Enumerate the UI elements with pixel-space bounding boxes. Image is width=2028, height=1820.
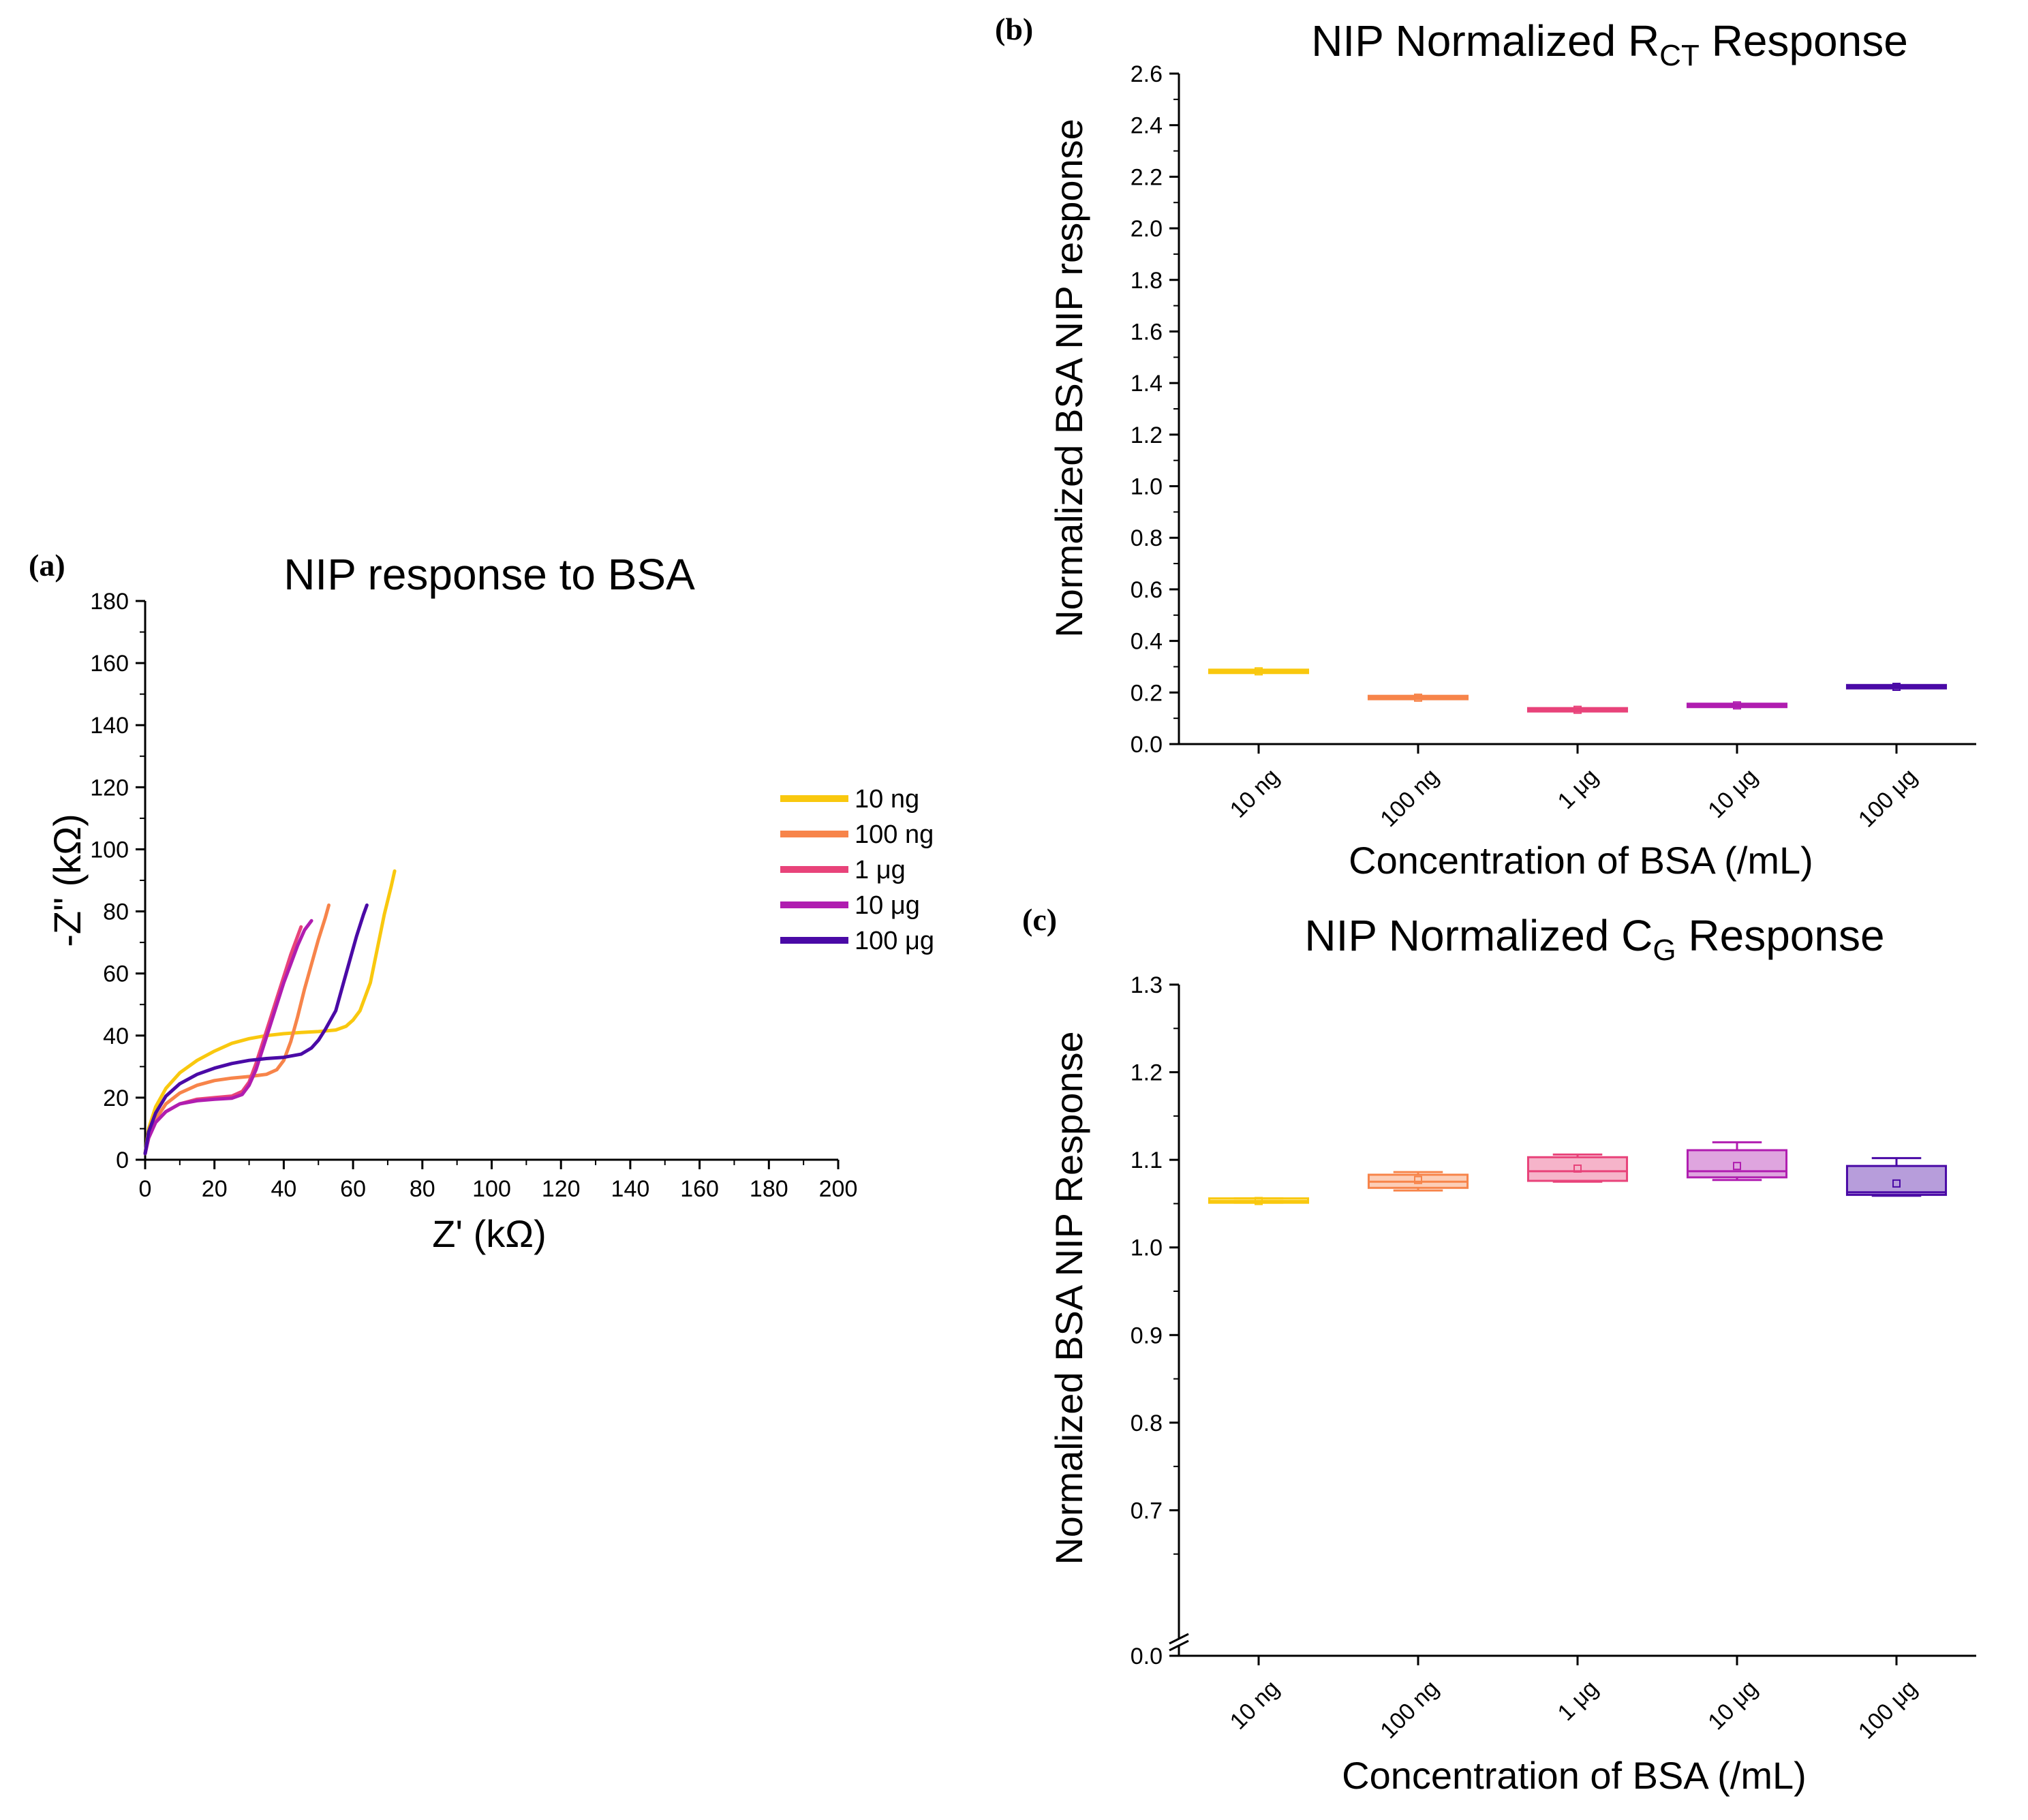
panel-b-y-tick-label: 0.6 [1131, 577, 1163, 603]
panel-a-y-tick-label: 140 [90, 713, 129, 739]
panel-b-y-tick-label: 1.6 [1131, 319, 1163, 345]
panel-a-y-tick-label: 120 [90, 775, 129, 801]
panel-b-box-10-μg [1686, 701, 1788, 710]
panel-a-y-tick-label: 0 [116, 1147, 129, 1173]
box-mean-marker [1733, 701, 1741, 710]
box-mean-marker [1414, 1175, 1422, 1184]
panel-c-y-tick-label: 0.7 [1131, 1498, 1163, 1524]
panel-c-box-1-μg [1526, 1153, 1629, 1183]
panel-c-boxes [1208, 1141, 1948, 1205]
box-mean-marker [1573, 705, 1582, 714]
panel-b-y-tick-label: 0.4 [1131, 629, 1163, 655]
box-iqr [1526, 1156, 1629, 1182]
panel-c-ylabel: Normalized BSA NIP Response [1047, 1031, 1090, 1564]
panel-b-y-tick-label: 1.0 [1131, 474, 1163, 500]
box-mean-marker [1414, 693, 1422, 702]
panel-b-label: (b) [995, 12, 1033, 46]
panel-c-y-tick-label: 1.1 [1131, 1147, 1163, 1173]
panel-b-y-tick-label: 2.6 [1131, 61, 1163, 87]
panel-c-y-tick-label: 1.2 [1131, 1060, 1163, 1086]
series-line-100-ng [143, 903, 331, 1156]
panel-a: (a) NIP response to BSA 0 20 40 60 80 100 120 1… [29, 548, 934, 1255]
panel-b-title: NIP Normalized RCT Response [1311, 16, 1908, 72]
legend-label: 100 μg [855, 927, 934, 955]
box-mean-marker [1255, 667, 1263, 676]
panel-a-xlabel: Z' (kΩ) [432, 1212, 547, 1255]
panel-c-box-100-ng [1367, 1171, 1469, 1192]
panel-b-y-tick-label: 0.0 [1131, 732, 1163, 758]
box-mean-marker [1573, 1165, 1582, 1173]
panel-a-y-tick-label: 40 [103, 1023, 129, 1049]
panel-b-y-tick-label: 2.4 [1131, 113, 1163, 139]
panel-a-x-tick-label: 120 [542, 1176, 581, 1202]
box-mean-marker [1255, 1197, 1263, 1205]
legend-label: 10 ng [855, 785, 919, 814]
panel-a-axes: 0 20 40 60 80 100 120 140 160 180 200 0 20 40 60 80 100 1… [90, 589, 857, 1202]
panel-c-label: (c) [1022, 902, 1057, 937]
panel-c-box-10-μg [1686, 1141, 1788, 1182]
panel-a-x-tick-label: 0 [139, 1176, 152, 1202]
panel-c-y-tick-label: 0.9 [1131, 1323, 1163, 1348]
panel-a-x-tick-label: 140 [611, 1176, 650, 1202]
panel-b-box-100-μg [1845, 682, 1948, 691]
panel-c-box-10-ng [1208, 1197, 1310, 1205]
panel-b-y-tick-label: 1.4 [1131, 371, 1163, 397]
box-mean-marker [1733, 1162, 1741, 1171]
panel-b-y-tick-label: 1.2 [1131, 422, 1163, 448]
panel-c-title: NIP Normalized CG Response [1304, 911, 1884, 967]
panel-a-x-tick-label: 160 [680, 1176, 719, 1202]
panel-c-y-tick-label: 0.8 [1131, 1410, 1163, 1436]
series-line-10-μg [143, 919, 313, 1156]
panel-b-box-100-ng [1367, 693, 1469, 702]
box-iqr [1686, 1149, 1788, 1179]
panel-c-xlabel: Concentration of BSA (/mL) [1342, 1754, 1807, 1797]
panel-a-x-tick-label: 200 [819, 1176, 858, 1202]
panel-a-legend: 10 ng 100 ng 1 μg 10 μg 100 μg [780, 785, 934, 955]
panel-a-x-tick-label: 180 [750, 1176, 788, 1202]
panel-c-y-tick-label: 1.0 [1131, 1235, 1163, 1261]
panel-a-x-tick-label: 20 [202, 1176, 228, 1202]
panel-a-x-tick-label: 100 [472, 1176, 511, 1202]
panel-b-ylabel: Normalized BSA NIP response [1047, 119, 1090, 638]
panel-a-title: NIP response to BSA [283, 550, 695, 599]
series-line-100-μg [143, 903, 369, 1156]
box-mean-marker [1892, 682, 1901, 691]
panel-a-y-tick-label: 60 [103, 961, 129, 987]
box-mean-marker [1892, 1179, 1901, 1188]
panel-b-y-tick-label: 0.8 [1131, 525, 1163, 551]
panel-a-series [143, 869, 397, 1156]
panel-a-y-tick-label: 20 [103, 1085, 129, 1111]
panel-a-x-tick-label: 60 [340, 1176, 366, 1202]
panel-b-y-tick-label: 2.2 [1131, 164, 1163, 190]
panel-b-y-tick-label: 1.8 [1131, 268, 1163, 294]
legend-label: 100 ng [855, 820, 934, 849]
legend-label: 10 μg [855, 891, 920, 920]
panel-a-y-tick-label: 160 [90, 651, 129, 677]
panel-a-y-tick-label: 80 [103, 899, 129, 925]
panel-b-box-10-ng [1208, 667, 1310, 676]
legend-label: 1 μg [855, 856, 906, 884]
panel-a-x-tick-label: 40 [271, 1176, 296, 1202]
panel-a-y-tick-label: 180 [90, 589, 129, 615]
panel-c-y-tick-label: 0.0 [1131, 1644, 1163, 1669]
panel-c-y-tick-label: 1.3 [1131, 972, 1163, 998]
panel-c-axis-break-mark [1169, 1633, 1189, 1645]
panel-c-box-100-μg [1845, 1157, 1948, 1197]
panel-b-box-1-μg [1526, 705, 1629, 714]
panel-a-ylabel: -Z" (kΩ) [46, 814, 89, 946]
panel-b-xlabel: Concentration of BSA (/mL) [1349, 839, 1813, 882]
panel-a-x-tick-label: 80 [410, 1176, 435, 1202]
panel-a-y-tick-label: 100 [90, 837, 129, 863]
panel-a-label: (a) [29, 548, 65, 583]
panel-c-axis-break-mark [1169, 1639, 1189, 1652]
panel-b-y-tick-label: 2.0 [1131, 216, 1163, 242]
panel-b-y-tick-label: 0.2 [1131, 680, 1163, 706]
panel-b-boxes [1208, 667, 1948, 714]
